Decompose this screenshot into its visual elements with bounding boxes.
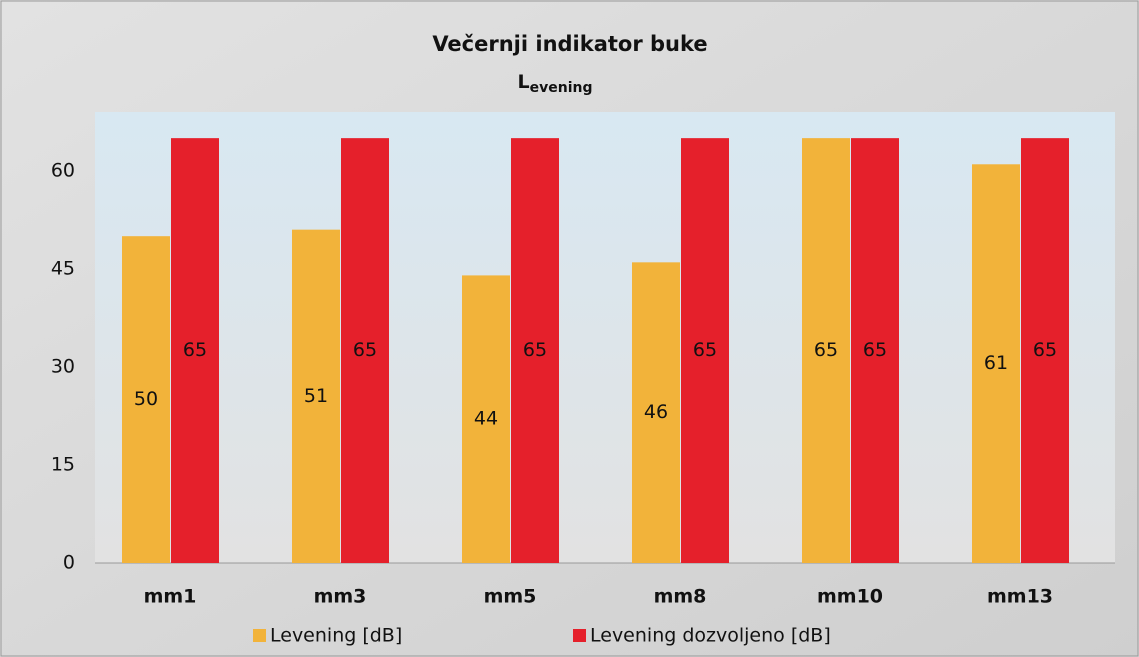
subtitle-main: L: [518, 71, 530, 93]
value-label: 51: [304, 385, 328, 407]
bar: [802, 138, 850, 563]
y-tick-label: 60: [51, 159, 75, 181]
value-label: 65: [183, 339, 207, 361]
bar: [1021, 138, 1069, 563]
bar: [511, 138, 559, 563]
value-label: 65: [353, 339, 377, 361]
value-label: 50: [134, 388, 158, 410]
subtitle-subscript: evening: [530, 80, 593, 96]
chart-title: Večernji indikator buke: [432, 32, 707, 56]
value-label: 65: [693, 339, 717, 361]
legend-label: Levening dozvoljeno [dB]: [590, 625, 831, 647]
y-tick-label: 30: [51, 355, 75, 377]
chart-subtitle: Levening: [518, 71, 593, 97]
legend-swatch: [573, 629, 586, 642]
x-tick-label: mm13: [987, 586, 1053, 608]
value-label: 65: [1033, 339, 1057, 361]
value-label: 65: [814, 339, 838, 361]
bar: [341, 138, 389, 563]
x-tick-label: mm1: [144, 586, 197, 608]
value-label: 61: [984, 352, 1008, 374]
y-tick-label: 0: [63, 552, 75, 574]
plot-area: [95, 112, 1115, 563]
x-tick-label: mm5: [484, 586, 537, 608]
bar: [122, 236, 170, 563]
x-tick-label: mm8: [654, 586, 707, 608]
value-label: 65: [523, 339, 547, 361]
value-label: 46: [644, 401, 668, 423]
bar: [462, 275, 510, 563]
bar: [171, 138, 219, 563]
y-tick-label: 45: [51, 257, 75, 279]
bar: [292, 229, 340, 564]
value-label: 65: [863, 339, 887, 361]
value-label: 44: [474, 408, 498, 430]
y-tick-label: 15: [51, 453, 75, 475]
x-tick-label: mm3: [314, 586, 367, 608]
bar: [851, 138, 899, 563]
bar: [632, 262, 680, 563]
legend-label: Levening [dB]: [270, 625, 402, 647]
x-tick-label: mm10: [817, 586, 883, 608]
bar: [681, 138, 729, 563]
bar: [972, 164, 1020, 563]
legend-swatch: [253, 629, 266, 642]
